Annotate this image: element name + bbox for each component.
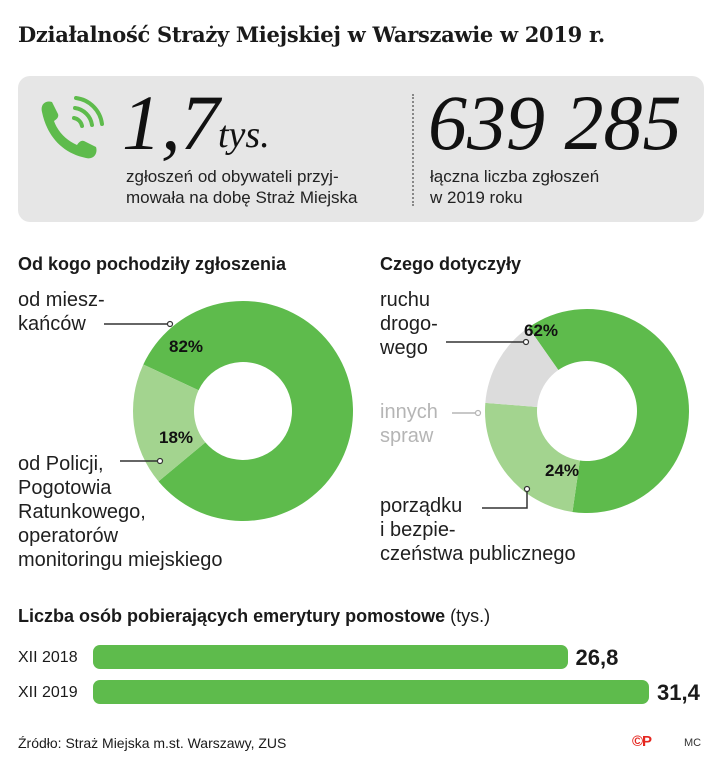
donut1-leader-residents-dot — [166, 320, 174, 328]
label-line: kańców — [18, 313, 86, 335]
donut2-label-other: innych spraw — [380, 400, 438, 448]
bar-value-label: 26,8 — [575, 645, 619, 670]
bar-xii-2018 — [93, 645, 568, 669]
donut2-label-order: porządku i bezpie- czeństwa publicznego — [380, 494, 576, 566]
donut1-leader-services-dot — [156, 457, 164, 465]
bar-category-label: XII 2018 — [18, 649, 78, 666]
author-credit: MC — [684, 737, 702, 749]
label-line: od miesz- — [18, 289, 105, 311]
bar-chart-title: Liczba osób pobierających emerytury pomo… — [18, 606, 490, 627]
bar-chart-title-text: Liczba osób pobierających emerytury pomo… — [18, 606, 446, 626]
donut1-title: Od kogo pochodziły zgłoszenia — [18, 254, 287, 274]
phone-icon — [41, 96, 104, 159]
donut1-label-services: od Policji, Pogotowia Ratunkowego, opera… — [18, 452, 223, 572]
donut2-leader-traffic-dot — [522, 338, 530, 346]
donut2-title: Czego dotyczyły — [380, 254, 522, 274]
total-calls-value: 639 285 — [428, 79, 682, 166]
donut2-label-traffic: ruchu drogo- wego — [380, 288, 438, 360]
donut1-slice-0 — [143, 301, 353, 521]
label-line: od Policji, — [18, 453, 104, 475]
label-line: Pogotowia — [18, 477, 112, 499]
page-title: Działalność Straży Miejskiej w Warszawie… — [18, 22, 605, 47]
donut1-slice-1 — [132, 364, 206, 482]
donut2-value-label: 62% — [523, 321, 559, 340]
description-line: zgłoszeń od obywateli przyj- — [126, 167, 339, 186]
bar-chart-unit: (tys.) — [450, 606, 491, 626]
donut2-leader-order — [482, 489, 528, 509]
label-line: porządku — [380, 495, 463, 517]
label-line: drogo- — [380, 313, 438, 335]
label-line: ruchu — [380, 289, 431, 311]
description-line: łączna liczba zgłoszeń — [430, 167, 600, 186]
label-line: wego — [380, 337, 428, 359]
total-calls-description: łączna liczba zgłoszeń w 2019 roku — [430, 166, 599, 208]
donut1-value-label: 82% — [168, 337, 204, 356]
donut1-value-label: 18% — [158, 428, 194, 447]
label-line: innych — [380, 401, 438, 423]
description-line: w 2019 roku — [430, 188, 523, 207]
calls-per-day-value: 1,7 — [122, 79, 220, 166]
calls-per-day-description: zgłoszeń od obywateli przyj- mowała na d… — [126, 166, 358, 208]
label-line: Ratunkowego, — [18, 501, 146, 523]
donut1-label-residents: od miesz- kańców — [18, 288, 105, 336]
label-line: monitoringu miejskiego — [18, 549, 223, 571]
label-line: operatorów — [18, 525, 119, 547]
publisher-logo: ©P — [632, 733, 652, 750]
donut2-leader-order-dot — [523, 485, 531, 493]
label-line: czeństwa publicznego — [380, 543, 576, 565]
donut2-value-label: 24% — [544, 461, 580, 480]
bar-category-label: XII 2019 — [18, 684, 78, 701]
label-line: spraw — [380, 425, 434, 447]
description-line: mowała na dobę Straż Miejska — [126, 188, 358, 207]
label-line: i bezpie- — [380, 519, 456, 541]
donut2-slice-1 — [485, 402, 580, 512]
stats-divider — [412, 94, 414, 206]
stats-panel — [18, 76, 704, 222]
donut2-slice-2 — [485, 327, 559, 407]
donut2-slice-0 — [528, 309, 689, 513]
source-note: Źródło: Straż Miejska m.st. Warszawy, ZU… — [18, 735, 287, 751]
donut2-leader-other-dot — [474, 409, 482, 417]
calls-per-day-unit: tys. — [218, 114, 270, 156]
bar-xii-2019 — [93, 680, 649, 704]
bar-value-label: 31,4 — [657, 680, 700, 705]
